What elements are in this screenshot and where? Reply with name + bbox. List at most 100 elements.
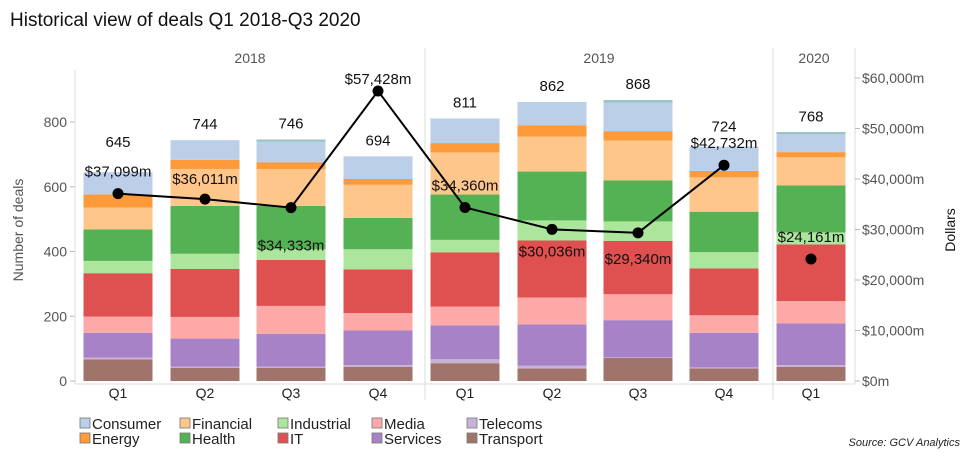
y2-tick-label: $60,000m [862,70,924,86]
quarter-label: Q3 [629,385,648,401]
bar-segment-energy [343,179,413,185]
dollars-label: $24,161m [778,229,845,246]
bar-segment-financial [603,140,673,181]
y2-tick-label: $0m [862,373,889,389]
bar-segment-consumer [343,156,413,179]
bar-segment-it [430,252,500,307]
dollars-point [805,253,817,265]
bar-segment-it [517,240,587,298]
dollars-point [112,188,124,200]
bar-segment-energy [603,131,673,141]
bar-segment-transport [170,367,240,381]
bar-segment-telecoms [517,365,587,369]
legend-swatch-consumer [79,417,91,429]
quarter-label: Q2 [543,385,562,401]
bar-segment-health [83,229,153,261]
bar-segment-media [603,294,673,321]
bar-segment-media [343,313,413,331]
total-label: 694 [365,132,390,149]
bar-segment-health [430,194,500,240]
bar-segment-media [689,315,759,333]
bar-segment-services [256,333,326,367]
quarter-label: Q3 [282,385,301,401]
bar-segment-consumer [603,102,673,132]
bar-segment-energy [430,143,500,153]
dollars-line [117,89,725,234]
quarter-label: Q1 [802,385,821,401]
y2-tick-label: $40,000m [862,171,924,187]
bar-segment-consumer [170,140,240,160]
y2-tick-label: $30,000m [862,222,924,238]
bar-segment-services [603,320,673,358]
bar-segment-health [170,205,240,254]
legend-label-health: Health [192,431,235,448]
bar-segment-financial [776,157,846,186]
chart-title: Historical view of deals Q1 2018-Q3 2020 [10,10,361,31]
dollars-point [285,202,297,214]
bar-segment-other [603,100,673,103]
dollars-label: $42,732m [691,135,758,152]
legend-swatch-financial [179,417,191,429]
source-note: Source: GCV Analytics [849,437,961,449]
y2-tick-label: $50,000m [862,121,924,137]
total-label: 868 [625,76,650,93]
bar-segment-transport [603,358,673,381]
total-label: 724 [711,119,736,136]
dollars-label: $30,036m [519,243,586,260]
legend-label-services: Services [384,431,442,448]
bar-segment-other [256,139,326,142]
bar-segment-media [517,297,587,325]
y-tick-label: 200 [44,308,68,324]
bar-segment-financial [430,152,500,195]
dollars-point [632,227,644,239]
quarter-label: Q2 [196,385,215,401]
bar-segment-media [776,301,846,324]
bar-segment-telecoms [430,359,500,364]
total-label: 645 [105,134,130,151]
bar-segment-consumer [517,101,587,126]
legend-swatch-telecoms [466,417,478,429]
y2-axis-label: Dollars [942,208,958,252]
bar-segment-services [83,332,153,358]
bar-segment-financial [517,136,587,172]
year-label: 2020 [798,50,829,66]
legend-label-consumer: Consumer [92,416,161,433]
legend-label-media: Media [384,416,426,433]
total-label: 768 [798,108,823,125]
bar-segment-it [689,268,759,316]
bar-segment-media [170,316,240,339]
bar-segment-it [83,273,153,317]
bar-segment-media [430,306,500,326]
total-label: 862 [539,78,564,95]
bar-segment-telecoms [170,366,240,368]
year-label: 2019 [583,50,614,66]
dollars-label: $57,428m [345,71,412,88]
bar-segment-services [430,325,500,360]
bar-segment-telecoms [689,367,759,369]
bar-segment-industrial [83,260,153,274]
bar-segment-media [256,305,326,334]
total-label: 744 [192,116,217,133]
bar-segment-health [343,217,413,250]
y-tick-label: 800 [44,114,68,130]
legend-label-it: IT [290,431,303,448]
bar-segment-energy [170,159,240,169]
y2-tick-label: $10,000m [862,323,924,339]
bar-segment-services [343,330,413,366]
legend-label-financial: Financial [192,416,252,433]
year-label: 2018 [234,50,265,66]
bar-segment-energy [256,162,326,169]
dollars-point [546,223,558,235]
bar-segment-telecoms [776,365,846,367]
dollars-label: $36,011m [172,171,238,188]
legend-swatch-energy [79,432,91,444]
quarter-label: Q1 [456,385,475,401]
bar-segment-industrial [343,249,413,270]
quarter-label: Q4 [369,385,388,401]
dollars-point [199,193,211,205]
bar-segment-transport [517,368,587,381]
dollars-label: $29,340m [605,251,672,268]
bar-segment-consumer [430,118,500,144]
bar-segment-health [603,180,673,222]
